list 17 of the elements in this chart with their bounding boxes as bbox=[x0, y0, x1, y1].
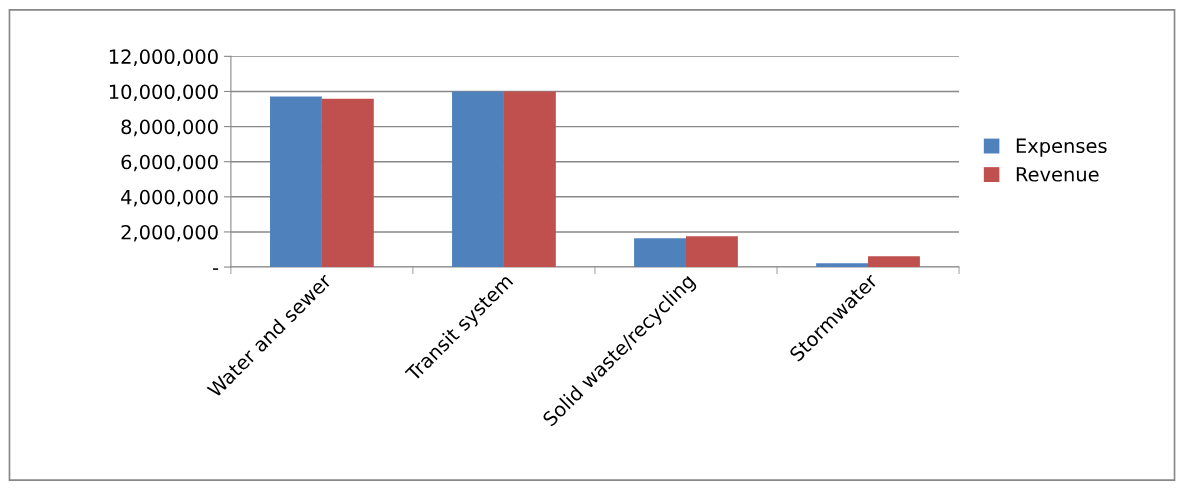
y-tick-label: 6,000,000 bbox=[121, 154, 218, 172]
bar bbox=[452, 91, 504, 268]
bar bbox=[816, 263, 869, 268]
bar bbox=[321, 98, 374, 268]
bar bbox=[868, 256, 920, 268]
y-tick-label: 8,000,000 bbox=[121, 119, 218, 137]
y-tick-label: - bbox=[213, 268, 219, 270]
legend-label: Revenue bbox=[1016, 167, 1099, 182]
y-tick-label: 4,000,000 bbox=[121, 189, 218, 207]
y-tick-label: 2,000,000 bbox=[121, 224, 218, 242]
bar bbox=[634, 238, 686, 268]
y-tick-label: 10,000,000 bbox=[109, 84, 218, 102]
bar bbox=[270, 96, 322, 268]
bar bbox=[503, 91, 556, 268]
y-tick-label: 12,000,000 bbox=[109, 49, 218, 66]
legend-label: Expenses bbox=[1016, 138, 1107, 157]
bar bbox=[685, 236, 738, 268]
